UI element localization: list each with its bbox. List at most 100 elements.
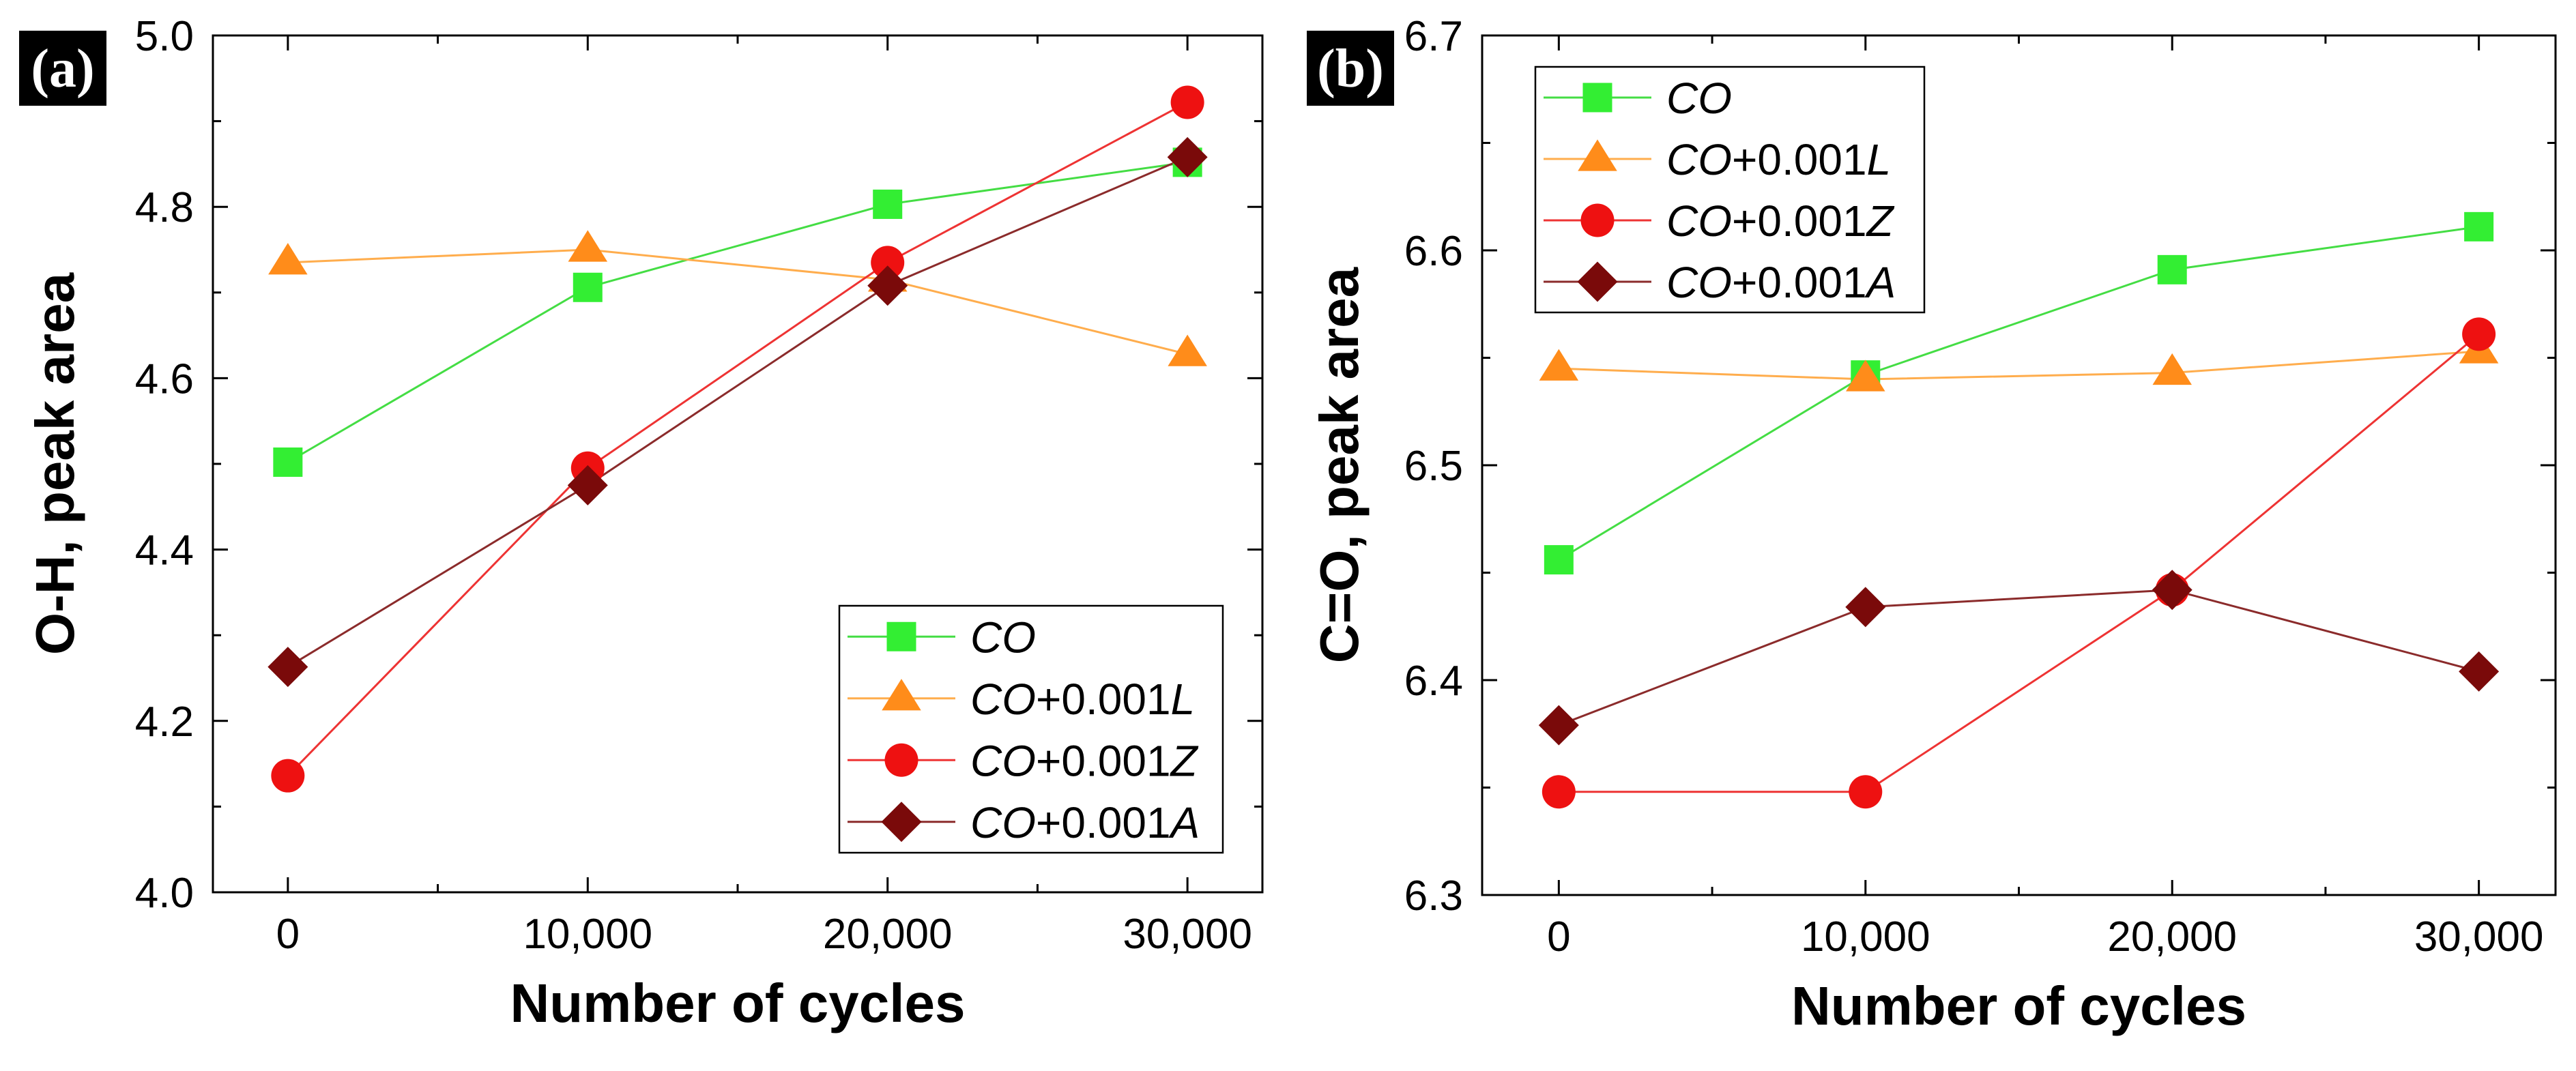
legend-label-part: CO (1666, 196, 1732, 246)
legend-label: CO+0.001A (970, 798, 1200, 847)
legend-label-part: CO (970, 613, 1036, 662)
series-line (1559, 350, 2479, 381)
data-point (1538, 705, 1579, 746)
data-point (1544, 545, 1574, 575)
legend-label-part: CO (1666, 258, 1732, 307)
legend-marker (884, 743, 918, 777)
series-line (1558, 225, 2479, 561)
x-tick-label: 30,000 (2414, 913, 2544, 960)
series-line (1558, 589, 2480, 727)
legend-marker (882, 679, 921, 711)
series-co (1558, 225, 2479, 561)
y-tick-label: 4.0 (135, 870, 194, 917)
data-point (268, 243, 308, 275)
legend-label-part: Z (1866, 196, 1895, 246)
y-tick-label: 4.6 (135, 355, 194, 402)
data-point (867, 265, 908, 306)
data-point (2152, 570, 2193, 611)
data-point (267, 647, 308, 688)
legend-label: CO+0.001Z (970, 736, 1199, 785)
y-tick-label: 6.4 (1404, 658, 1463, 705)
legend-label-part: Z (1170, 736, 1199, 785)
legend-marker (1577, 261, 1618, 302)
legend-label-part: +0.001 (1732, 135, 1867, 184)
y-tick-label: 4.4 (135, 527, 194, 574)
data-point (873, 189, 903, 219)
series-line (287, 156, 1188, 668)
y-tick-label: 6.5 (1404, 443, 1463, 490)
legend-label-part: CO (970, 675, 1036, 724)
series-co-0-001a (1558, 589, 2480, 727)
legend-label-part: +0.001 (1732, 196, 1867, 246)
legend-label-part: CO (970, 736, 1036, 785)
series-markers-co-0-001a (267, 136, 1208, 688)
data-point (271, 759, 305, 793)
legend-label-part: +0.001 (1036, 798, 1171, 847)
legend-label-part: +0.001 (1036, 736, 1171, 785)
y-tick-label: 4.8 (135, 184, 194, 231)
data-point (2152, 353, 2192, 385)
y-tick-label: 4.2 (135, 699, 194, 746)
data-point (1167, 136, 1208, 177)
x-tick-label: 10,000 (1801, 913, 1930, 960)
data-point (1170, 85, 1204, 119)
legend-label-part: CO (1666, 135, 1732, 184)
data-point (1845, 587, 1886, 628)
panel-badge: (a) (19, 31, 106, 106)
series-markers-co-0-001l (1539, 332, 2499, 392)
series-line (287, 161, 1188, 463)
series-co-0-001l (287, 248, 1188, 355)
x-tick-label: 20,000 (823, 911, 953, 958)
data-point (2459, 651, 2500, 692)
series-markers-co-0-001a (1538, 570, 2500, 746)
data-point (573, 272, 603, 302)
chart-panel-a: 4.0 4.2 4.4 4.6 4.8 5.0 0 10,000 20,000 30,000 Num… (19, 13, 1264, 1033)
x-tick-label: 10,000 (523, 911, 652, 958)
data-point (2464, 211, 2494, 241)
series-line (1559, 333, 2480, 793)
x-tick-label: 0 (276, 911, 300, 958)
legend-marker (886, 621, 916, 651)
y-tick-label: 6.7 (1404, 13, 1463, 60)
y-tick-label: 5.0 (135, 13, 194, 60)
series-markers-co-0-001z (1542, 317, 2496, 809)
legend-label-part: L (1867, 135, 1892, 184)
data-point (568, 230, 608, 262)
legend-marker (881, 802, 922, 842)
legend-label-part: A (1168, 798, 1200, 847)
y-axis-title: O-H, peak area (25, 272, 85, 655)
data-point (2462, 317, 2496, 351)
series-line (287, 248, 1188, 355)
legend-label: CO (970, 613, 1036, 662)
legend-marker (1582, 83, 1612, 113)
legend-marker (1578, 139, 1617, 171)
chart-panel-b: 6.3 6.4 6.5 6.6 6.7 0 10,000 20,000 30,000 Number… (1307, 13, 2557, 1036)
legend-label-part: +0.001 (1036, 675, 1171, 724)
series-line (287, 101, 1188, 777)
legend-label-part: A (1864, 258, 1896, 307)
data-point (871, 246, 905, 280)
series-co (287, 161, 1188, 463)
series-co-0-001z (287, 101, 1188, 777)
data-point (2157, 254, 2187, 284)
panel-badge-box (19, 31, 106, 106)
y-tick-label: 6.3 (1404, 872, 1463, 920)
data-point (1542, 775, 1576, 809)
series-markers-co (273, 147, 1202, 477)
legend-label: CO+0.001Z (1666, 196, 1895, 246)
legend-label: CO (1666, 74, 1732, 123)
legend-label-part: CO (1666, 74, 1732, 123)
legend-marker (1580, 203, 1615, 237)
data-point (1168, 334, 1207, 366)
y-axis-title: C=O, peak area (1309, 267, 1370, 663)
panel-badge: (b) (1307, 31, 1394, 106)
x-tick-label: 0 (1547, 913, 1570, 960)
data-point (1539, 349, 1579, 381)
y-tick-label: 6.6 (1404, 228, 1463, 275)
series-co-0-001l (1559, 350, 2479, 381)
x-tick-label: 30,000 (1123, 911, 1252, 958)
data-point (273, 447, 303, 477)
